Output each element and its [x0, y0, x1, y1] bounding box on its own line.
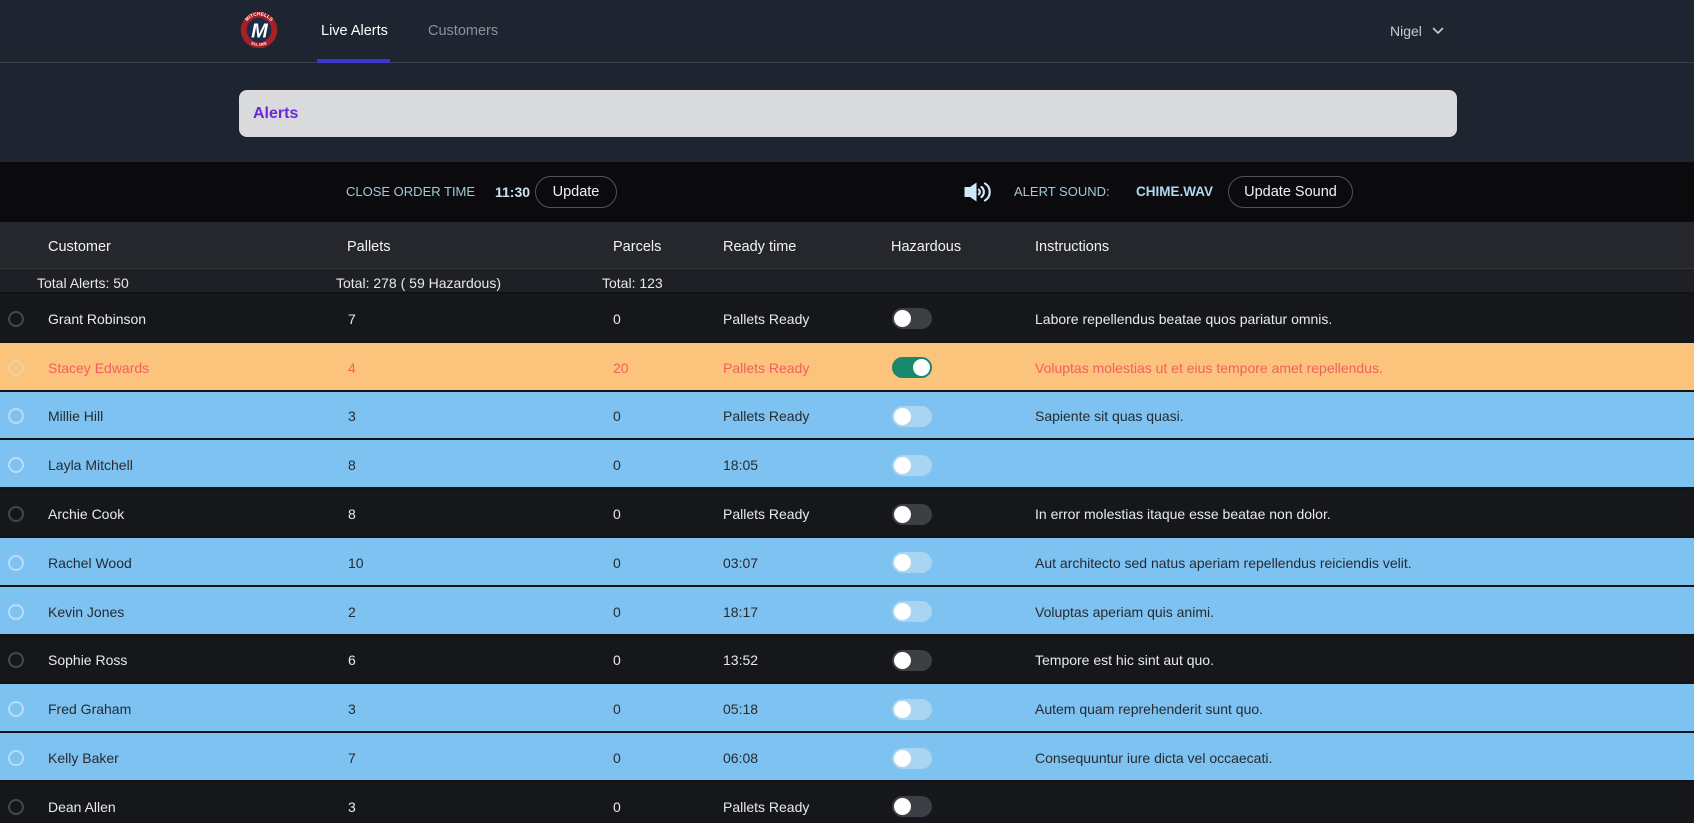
svg-text:M: M	[251, 21, 269, 43]
svg-text:Est. 1903: Est. 1903	[251, 41, 268, 47]
svg-text:MITCHELLS: MITCHELLS	[244, 11, 274, 23]
